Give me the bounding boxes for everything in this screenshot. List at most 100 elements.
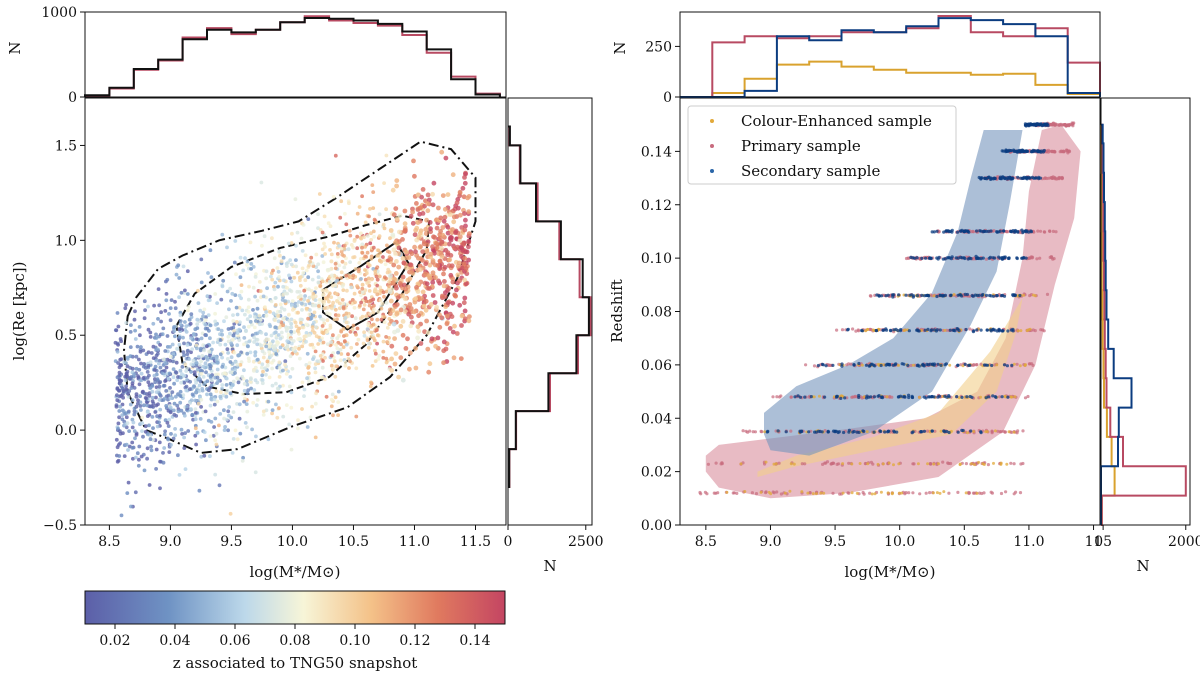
scatter-point	[340, 284, 345, 288]
scatter-point	[345, 302, 350, 307]
scatter-point-primary	[1061, 150, 1065, 154]
scatter-point	[378, 288, 383, 293]
scatter-point	[198, 308, 203, 313]
scatter-point	[291, 347, 296, 351]
scatter-point	[250, 427, 255, 432]
scatter-point	[334, 343, 338, 347]
scatter-point-primary	[1010, 430, 1014, 434]
scatter-point	[314, 391, 318, 396]
scatter-point	[309, 255, 314, 260]
scatter-point-secondary	[987, 395, 991, 399]
scatter-point-primary	[1018, 491, 1023, 495]
scatter-point-secondary	[1000, 329, 1005, 333]
scatter-point	[156, 402, 160, 407]
scatter-point	[228, 331, 232, 336]
y-tick-label: 1.0	[55, 233, 77, 249]
scatter-point	[265, 359, 270, 364]
scatter-point	[413, 227, 419, 233]
scatter-point	[387, 289, 393, 295]
scatter-point	[132, 406, 137, 411]
scatter-point-secondary	[880, 396, 885, 400]
scatter-point	[253, 378, 258, 383]
scatter-point	[393, 251, 398, 257]
scatter-point	[325, 311, 329, 316]
scatter-point	[145, 456, 150, 461]
scatter-point	[140, 421, 145, 425]
scatter-point-secondary	[915, 294, 920, 298]
scatter-point	[293, 197, 298, 202]
scatter-point	[329, 397, 334, 402]
scatter-point	[381, 339, 386, 344]
scatter-point	[287, 288, 292, 292]
scatter-point	[124, 442, 129, 447]
scatter-point	[268, 324, 273, 329]
scatter-point	[266, 437, 271, 442]
scatter-point-secondary	[967, 230, 971, 234]
scatter-point-secondary	[989, 329, 993, 333]
scatter-point	[443, 155, 449, 161]
scatter-point	[220, 386, 224, 391]
scatter-point	[154, 447, 159, 452]
scatter-point	[338, 215, 343, 220]
scatter-point	[327, 267, 332, 272]
scatter-point	[439, 315, 445, 321]
scatter-point-primary	[925, 429, 930, 433]
scatter-point-secondary	[910, 293, 914, 297]
scatter-point	[148, 360, 153, 365]
x-tick-label: 9.5	[824, 534, 846, 550]
scatter-point-primary	[1052, 257, 1056, 261]
scatter-point	[242, 382, 247, 386]
scatter-point-secondary	[798, 395, 803, 399]
scatter-point	[348, 233, 353, 238]
scatter-point	[368, 312, 372, 316]
scatter-point	[288, 258, 293, 262]
scatter-point-primary	[764, 491, 768, 495]
scatter-point	[173, 370, 178, 374]
scatter-point-secondary	[897, 293, 901, 297]
scatter-point-colour-enhanced	[877, 328, 881, 331]
scatter-point	[253, 294, 257, 299]
scatter-point	[445, 252, 451, 258]
scatter-point	[128, 330, 133, 334]
scatter-point	[306, 364, 311, 369]
scatter-point	[206, 388, 211, 393]
scatter-point	[336, 400, 341, 404]
scatter-point	[252, 340, 256, 344]
scatter-point	[310, 277, 315, 282]
scatter-point	[441, 283, 447, 289]
scatter-point	[277, 325, 282, 330]
scatter-point	[220, 232, 225, 237]
scatter-point	[284, 367, 288, 372]
scatter-point	[371, 310, 376, 315]
scatter-point	[360, 245, 364, 250]
scatter-point	[307, 287, 311, 292]
scatter-point-secondary	[884, 327, 888, 331]
scatter-point-primary	[789, 429, 793, 433]
scatter-point	[307, 263, 311, 268]
scatter-point-primary	[823, 461, 827, 465]
scatter-point	[301, 271, 306, 275]
scatter-point	[322, 241, 326, 246]
scatter-point	[117, 409, 122, 413]
scatter-point	[427, 286, 432, 291]
scatter-point-primary	[998, 395, 1002, 399]
scatter-point	[314, 334, 319, 339]
scatter-point	[202, 430, 207, 435]
right-scatter-axes: 8.5 9.0 9.5 10.0 10.5 11.0 110.000.020.040.060…	[641, 97, 1102, 550]
scatter-point	[335, 292, 339, 296]
scatter-point	[290, 299, 295, 303]
scatter-point	[279, 306, 284, 310]
x-tick-label: 9.0	[159, 534, 181, 550]
scatter-point-secondary	[1020, 149, 1024, 153]
scatter-point	[371, 322, 376, 327]
scatter-point	[267, 375, 272, 380]
scatter-point	[222, 428, 227, 432]
scatter-point	[225, 289, 230, 294]
scatter-point	[201, 375, 206, 379]
scatter-point	[328, 325, 333, 330]
scatter-point	[115, 349, 120, 354]
scatter-point-primary	[947, 491, 951, 495]
scatter-point	[143, 424, 148, 429]
scatter-point	[331, 413, 335, 418]
scatter-point	[274, 402, 278, 407]
